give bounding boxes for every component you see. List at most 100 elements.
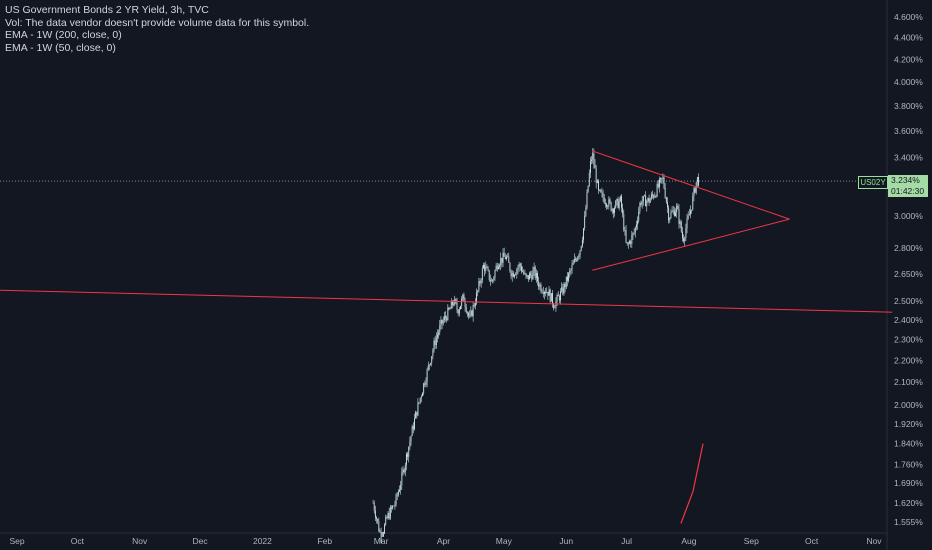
candle-body bbox=[580, 245, 582, 251]
candle-body bbox=[679, 221, 681, 224]
x-tick-label: Sep bbox=[9, 536, 24, 546]
y-tick-label: 2.500% bbox=[894, 296, 923, 306]
candle-body bbox=[600, 189, 602, 193]
candle-body bbox=[487, 267, 489, 271]
x-tick-label: Jun bbox=[559, 536, 573, 546]
candle-body bbox=[414, 418, 415, 430]
y-tick-label: 1.620% bbox=[894, 498, 923, 508]
x-tick-label: Apr bbox=[437, 536, 450, 546]
candle-body bbox=[402, 469, 404, 473]
candle-body bbox=[539, 284, 541, 287]
candle-body bbox=[381, 532, 383, 537]
candle-body bbox=[400, 485, 402, 490]
candle-body bbox=[618, 201, 620, 208]
candle-body bbox=[638, 211, 640, 221]
candle-body bbox=[584, 216, 586, 229]
legend-title[interactable]: US Government Bonds 2 YR Yield, 3h, TVC bbox=[5, 4, 209, 16]
candle-body bbox=[547, 291, 549, 296]
legend-ema-50[interactable]: EMA - 1W (50, close, 0) bbox=[5, 41, 116, 54]
y-tick-label: 4.600% bbox=[894, 12, 923, 22]
candle-body bbox=[647, 197, 649, 202]
candle-body bbox=[374, 510, 376, 518]
candle-body bbox=[595, 168, 597, 183]
y-tick-label: 4.000% bbox=[894, 77, 923, 87]
candle-body bbox=[698, 177, 699, 186]
candle-body bbox=[476, 292, 478, 304]
candle-body bbox=[491, 280, 492, 282]
candle-body bbox=[405, 453, 407, 465]
candle-body bbox=[604, 203, 606, 204]
candle-body bbox=[522, 271, 524, 272]
price-value: 3.234% bbox=[891, 175, 920, 185]
candle-body bbox=[526, 275, 528, 277]
candle-body bbox=[672, 210, 674, 212]
y-axis[interactable]: 4.600% 4.400% 4.200% 4.000% 3.800% 3.600% 3.40… bbox=[894, 12, 923, 527]
candle-body bbox=[438, 332, 440, 335]
candle-body bbox=[675, 212, 676, 216]
candle-body bbox=[657, 183, 659, 188]
candle-body bbox=[660, 178, 662, 180]
candle-body bbox=[566, 276, 568, 281]
candle-body bbox=[688, 214, 690, 216]
candle-body bbox=[548, 289, 550, 296]
y-tick-label: 4.200% bbox=[894, 54, 923, 64]
candle-body bbox=[684, 237, 686, 242]
trendlines[interactable] bbox=[0, 150, 893, 313]
x-tick-label: Oct bbox=[805, 536, 819, 546]
y-tick-label: 3.400% bbox=[894, 153, 923, 163]
candle-body bbox=[520, 266, 522, 272]
candle-body bbox=[502, 252, 504, 263]
candle-body bbox=[473, 304, 475, 306]
y-tick-label: 3.000% bbox=[894, 211, 923, 221]
candle-body bbox=[442, 320, 444, 324]
candle-body bbox=[432, 350, 434, 357]
candle-body bbox=[569, 270, 571, 274]
y-tick-label: 2.650% bbox=[894, 269, 923, 279]
candle-body bbox=[441, 319, 443, 324]
candle-body bbox=[431, 356, 433, 364]
candle-body bbox=[523, 271, 525, 274]
candle-body bbox=[460, 305, 461, 310]
candle-body bbox=[497, 266, 499, 270]
candle-body bbox=[519, 264, 521, 267]
candle-body bbox=[437, 334, 438, 338]
candle-body bbox=[575, 258, 576, 260]
candle-body bbox=[457, 309, 459, 314]
candle-body bbox=[384, 524, 386, 535]
candle-body bbox=[453, 303, 455, 305]
trendline[interactable] bbox=[592, 150, 790, 220]
candle-body bbox=[435, 337, 437, 346]
candle-body bbox=[543, 292, 545, 295]
candle-body bbox=[607, 206, 609, 208]
candle-body bbox=[586, 192, 588, 209]
x-tick-label: Nov bbox=[866, 536, 882, 546]
candle-body bbox=[516, 269, 518, 275]
candle-body bbox=[493, 277, 495, 280]
candle-body bbox=[535, 273, 537, 278]
candle-body bbox=[495, 265, 497, 271]
x-tick-label: May bbox=[496, 536, 513, 546]
candle-body bbox=[694, 188, 696, 193]
x-axis[interactable]: Sep Oct Nov Dec 2022 Feb Mar Apr May Jun Jul Aug Sep… bbox=[9, 536, 882, 546]
candle-body bbox=[439, 325, 441, 333]
y-tick-label: 4.400% bbox=[894, 33, 923, 43]
candle-body bbox=[571, 264, 573, 270]
candle-body bbox=[389, 507, 391, 519]
candle-body bbox=[410, 436, 412, 442]
trendline[interactable] bbox=[0, 289, 893, 313]
candle-body bbox=[581, 239, 583, 246]
candle-body bbox=[458, 309, 460, 314]
candle-body bbox=[518, 264, 520, 268]
y-tick-label: 1.760% bbox=[894, 459, 923, 469]
y-tick-label: 2.200% bbox=[894, 355, 923, 365]
candle-body bbox=[560, 291, 561, 301]
candle-body bbox=[386, 517, 388, 518]
bar-countdown: 01:42:30 bbox=[891, 185, 925, 196]
legend-ema-200[interactable]: EMA - 1W (200, close, 0) bbox=[5, 29, 122, 41]
candle-body bbox=[653, 195, 655, 198]
y-tick-label: 1.555% bbox=[894, 517, 923, 527]
candle-body bbox=[696, 177, 698, 183]
candle-body bbox=[388, 512, 390, 519]
trendline[interactable] bbox=[592, 218, 790, 271]
